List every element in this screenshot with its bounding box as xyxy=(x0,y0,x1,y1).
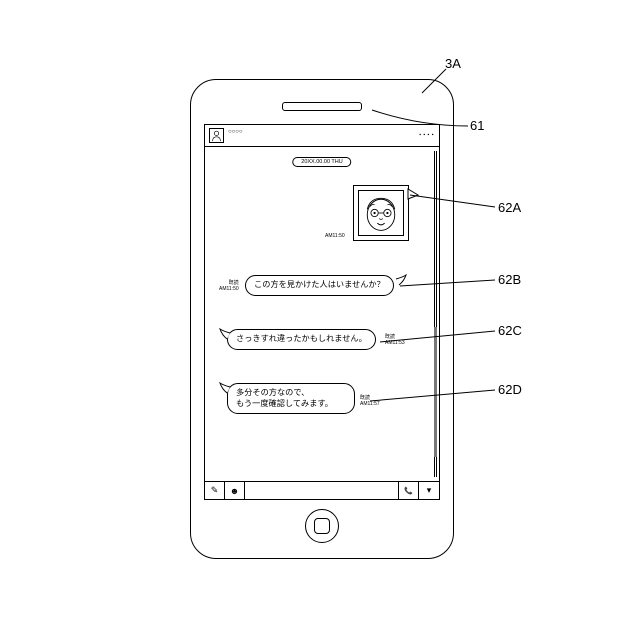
phone-outline: ○○○○ ▪ ▪ ▪ ▪ 20XX.00.00 THU xyxy=(190,79,454,559)
photo-frame xyxy=(358,190,404,236)
msg1-meta: 既読 AM11:50 xyxy=(219,280,239,292)
label-61: 61 xyxy=(470,118,484,133)
bubble-tail-icon xyxy=(395,275,407,287)
label-62C: 62C xyxy=(498,323,522,338)
photo-time: AM11:50 xyxy=(325,233,345,239)
msg1-bubble[interactable]: この方を見かけた人はいませんか？ xyxy=(245,275,394,296)
msg2-bubble[interactable]: さっきすれ違ったかもしれません。 xyxy=(227,329,376,350)
speaker-slot xyxy=(282,102,362,111)
message-input[interactable] xyxy=(245,482,399,499)
label-62A: 62A xyxy=(498,200,521,215)
edit-icon[interactable]: ✎ xyxy=(205,482,225,499)
msg3-bubble[interactable]: 多分その方なので、 もう一度確認してみます。 xyxy=(227,383,355,414)
chat-header: ○○○○ ▪ ▪ ▪ ▪ xyxy=(205,125,439,147)
screen: ○○○○ ▪ ▪ ▪ ▪ 20XX.00.00 THU xyxy=(204,124,440,500)
call-icon[interactable]: 📞 xyxy=(399,482,419,499)
avatar-icon xyxy=(209,128,224,143)
home-button[interactable] xyxy=(305,509,339,543)
msg2-meta: 既読 AM11:53 xyxy=(385,334,405,346)
label-62D: 62D xyxy=(498,382,522,397)
date-pill: 20XX.00.00 THU xyxy=(292,157,351,167)
label-62B: 62B xyxy=(498,272,521,287)
more-icon[interactable]: ▾ xyxy=(419,482,439,499)
scrollbar-thumb[interactable] xyxy=(434,327,437,457)
chat-title: ○○○○ xyxy=(228,129,243,135)
emoji-icon[interactable]: ☻ xyxy=(225,482,245,499)
photo-message[interactable] xyxy=(353,185,409,241)
chat-footer: ✎ ☻ 📞 ▾ xyxy=(205,481,439,499)
chat-body: 20XX.00.00 THU xyxy=(205,147,439,481)
msg3-meta: 既読 AM11:57 xyxy=(360,395,380,407)
label-3A: 3A xyxy=(445,56,461,71)
patent-figure: ○○○○ ▪ ▪ ▪ ▪ 20XX.00.00 THU xyxy=(0,0,640,640)
menu-icon[interactable]: ▪ ▪ ▪ ▪ xyxy=(419,132,434,138)
elderly-face-icon xyxy=(359,191,403,235)
